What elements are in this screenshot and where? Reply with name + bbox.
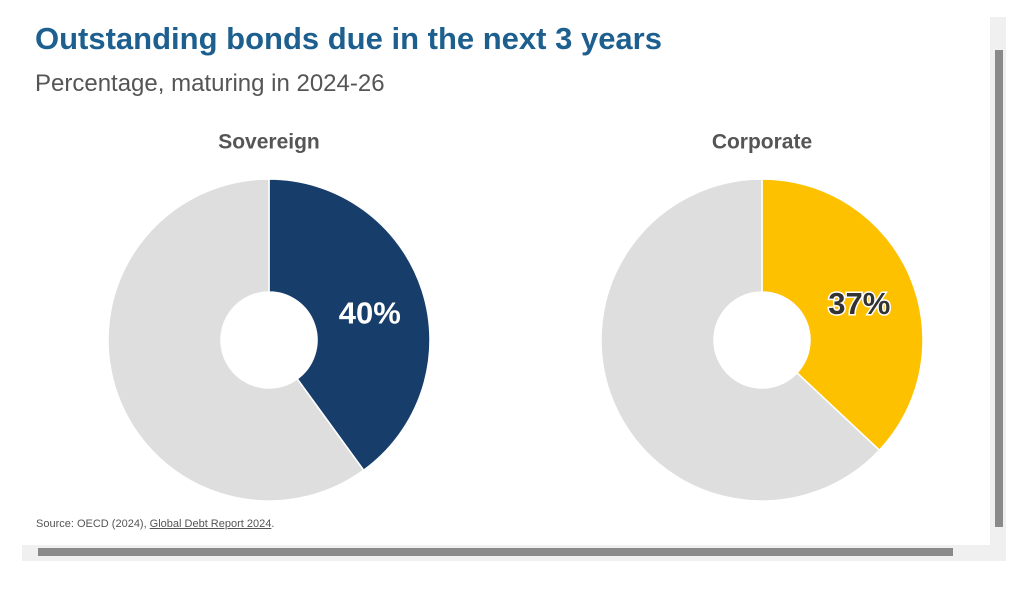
vertical-scrollbar[interactable] bbox=[995, 50, 1003, 527]
source-suffix: . bbox=[271, 518, 275, 530]
pie-slice bbox=[107, 178, 365, 502]
source-prefix: Source: OECD (2024), bbox=[36, 518, 147, 530]
value-label: 40% bbox=[339, 295, 401, 330]
subtitle: Percentage, maturing in 2024-26 bbox=[35, 70, 385, 97]
pie-title: Sovereign bbox=[218, 131, 320, 154]
pie-title: Corporate bbox=[712, 131, 812, 154]
pie-slice bbox=[600, 178, 881, 502]
pie-slice bbox=[761, 178, 924, 452]
source: Source: OECD (2024), Global Debt Report 2… bbox=[36, 518, 274, 530]
horizontal-scrollbar[interactable] bbox=[38, 548, 953, 556]
value-label: 37% bbox=[828, 286, 890, 321]
title: Outstanding bonds due in the next 3 year… bbox=[35, 21, 662, 56]
source-link[interactable]: Global Debt Report 2024 bbox=[149, 518, 272, 530]
pie-slice bbox=[268, 178, 431, 472]
